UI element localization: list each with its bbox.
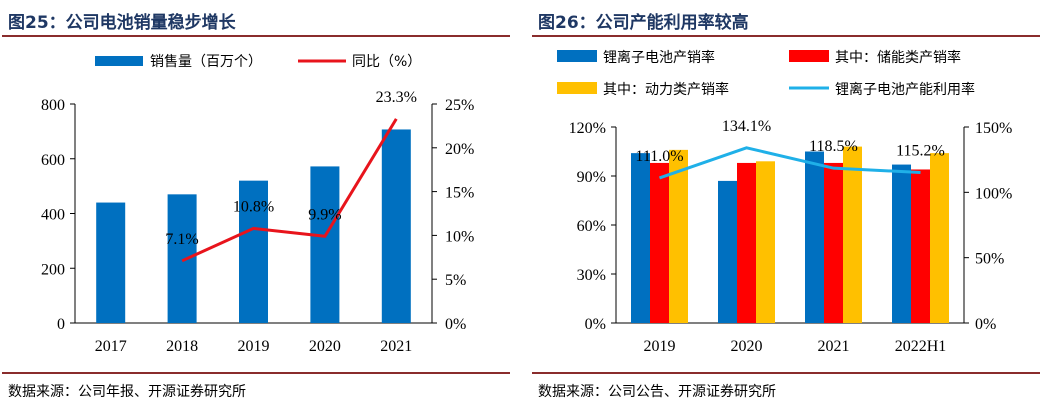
legend-label: 同比（%）	[352, 54, 421, 70]
bar-series-3	[669, 149, 688, 323]
legend-label: 锂离子电池产销率	[603, 49, 715, 66]
chart-source: 数据来源：公司年报、开源证券研究所	[8, 384, 246, 400]
y-tick-label-left: 0%	[585, 316, 606, 333]
source-divider	[2, 372, 510, 374]
y-tick-label-right: 25%	[445, 97, 474, 114]
bar-sales	[310, 166, 340, 323]
bar-series-1	[631, 153, 650, 323]
line-utilization	[659, 146, 921, 180]
y-tick-label-left: 90%	[577, 169, 606, 186]
bar-sales	[96, 202, 126, 323]
bar-sales	[239, 180, 268, 323]
chart-source: 数据来源：公司公告、开源证券研究所	[538, 384, 776, 400]
x-tick-label: 2020	[731, 338, 763, 355]
chart-title: 图26：公司产能利用率较高	[538, 13, 749, 33]
bar-series-1	[892, 164, 911, 323]
title-divider	[532, 35, 1040, 37]
legend-swatch-bar	[789, 50, 829, 62]
bar-series-1	[805, 151, 824, 323]
x-tick-label: 2021	[818, 338, 850, 355]
bar-series-3	[930, 153, 949, 323]
y-tick-label-right: 0%	[445, 316, 466, 333]
bar-series-2	[737, 162, 756, 323]
data-label-yoy: 7.1%	[165, 231, 198, 248]
bar-series-2	[911, 169, 930, 323]
y-tick-label-left: 120%	[569, 120, 606, 137]
chart-title: 图25：公司电池销量稳步增长	[8, 13, 236, 33]
x-tick-label: 2021	[380, 338, 412, 355]
x-tick-label: 2019	[238, 338, 270, 355]
x-tick-label: 2022H1	[895, 338, 947, 355]
data-label-utilization: 115.2%	[896, 142, 945, 159]
bar-sales	[381, 129, 411, 323]
bar-series-2	[650, 162, 669, 323]
y-tick-label-right: 20%	[445, 141, 474, 158]
y-tick-label-left: 60%	[577, 218, 606, 235]
data-label-utilization: 111.0%	[635, 148, 683, 165]
bar-series-3	[843, 146, 862, 323]
x-tick-label: 2020	[309, 338, 341, 355]
y-tick-label-left: 200	[41, 261, 65, 278]
y-tick-label-right: 5%	[445, 272, 466, 289]
y-tick-label-left: 800	[41, 97, 65, 114]
source-divider	[532, 372, 1040, 374]
legend-label: 其中：动力类产销率	[603, 81, 729, 98]
legend-swatch-bar	[557, 82, 597, 94]
legend-label: 锂离子电池产能利用率	[835, 81, 975, 98]
y-tick-label-left: 400	[41, 207, 65, 224]
data-label-yoy: 23.3%	[376, 89, 417, 106]
line-yoy	[181, 118, 398, 263]
x-tick-label: 2018	[166, 338, 198, 355]
data-label-yoy: 10.8%	[233, 198, 274, 215]
chart-panel-sales: 图25：公司电池销量稳步增长 销售量（百万个） 同比（%） 0 200 400 600 80…	[2, 0, 512, 409]
y-tick-label-right: 150%	[975, 120, 1012, 137]
legend-swatch-bar	[557, 50, 597, 62]
title-divider	[2, 35, 510, 37]
y-tick-label-right: 50%	[975, 251, 1004, 268]
y-tick-label-left: 30%	[577, 267, 606, 284]
chart-panel-capacity: 图26：公司产能利用率较高 锂离子电池产销率 其中：储能类产销率其中：动力类产销率…	[532, 0, 1042, 409]
legend-label: 其中：储能类产销率	[835, 49, 961, 66]
y-tick-label-right: 10%	[445, 228, 474, 245]
legend-swatch-bar	[95, 56, 143, 66]
y-tick-label-left: 0	[57, 316, 65, 333]
data-label-yoy: 9.9%	[308, 206, 341, 223]
data-label-utilization: 118.5%	[809, 138, 858, 155]
data-label-utilization: 134.1%	[722, 118, 771, 135]
legend-label: 销售量（百万个）	[150, 54, 262, 70]
x-tick-label: 2017	[95, 338, 127, 355]
y-tick-label-right: 100%	[975, 185, 1012, 202]
y-tick-label-right: 15%	[445, 185, 474, 202]
bar-series-3	[756, 161, 775, 323]
sales-chart: 销售量（百万个） 同比（%） 0 200 400 600 800 0% 5% 10% 15% 20% 2…	[41, 54, 474, 355]
bar-series-2	[824, 162, 843, 323]
y-tick-label-left: 600	[41, 152, 65, 169]
bar-series-1	[718, 180, 737, 323]
y-tick-label-right: 0%	[975, 316, 996, 333]
x-tick-label: 2019	[644, 338, 676, 355]
bar-sales	[167, 194, 197, 323]
